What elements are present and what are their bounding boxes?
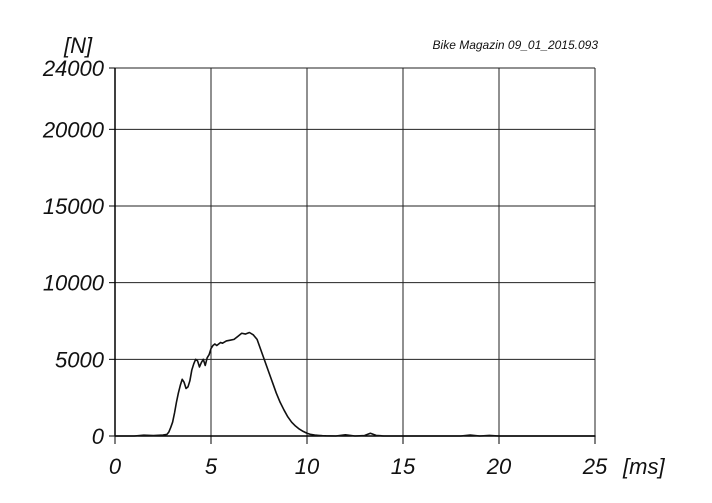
x-tick-label-1: 5	[205, 454, 218, 479]
label-layer: 0 5 10 15 20 25 [ms] 0 5000 10000 15000 20000 24000	[42, 56, 666, 479]
y-unit-label: [N]	[63, 33, 93, 58]
x-tick-label-3: 15	[391, 454, 416, 479]
x-tick-label-2: 10	[295, 454, 320, 479]
y-tick-label-0: 0	[92, 424, 105, 449]
y-tick-label-4: 20000	[42, 117, 105, 142]
y-tick-label-5: 24000	[42, 56, 105, 81]
series-line-0	[114, 331, 596, 437]
y-tick-label-1: 5000	[55, 347, 105, 372]
series-layer	[114, 331, 596, 437]
y-tick-label-3: 15000	[43, 194, 105, 219]
y-tick-label-2: 10000	[43, 271, 105, 296]
source-label: Bike Magazin 09_01_2015.093	[433, 38, 599, 52]
x-tick-label-0: 0	[109, 454, 122, 479]
x-tick-label-4: 20	[486, 454, 512, 479]
x-tick-label-5: 25	[582, 454, 608, 479]
x-unit-label: [ms]	[622, 454, 665, 479]
